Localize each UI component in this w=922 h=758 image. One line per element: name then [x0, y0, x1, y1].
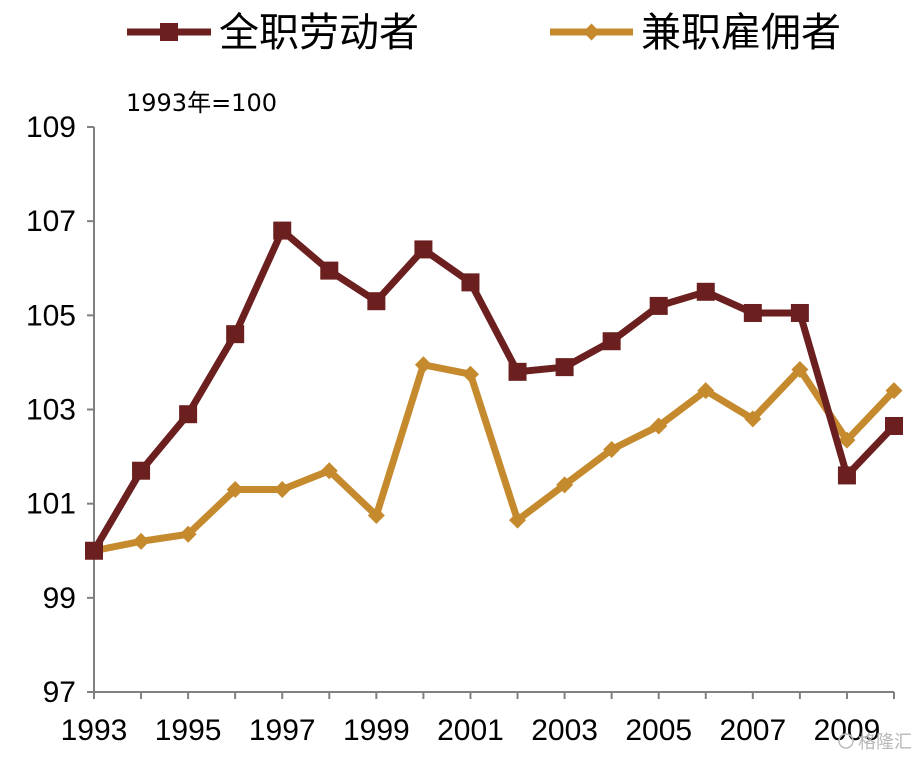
- data-point: [461, 365, 479, 383]
- data-point: [744, 410, 762, 428]
- data-point: [885, 416, 903, 435]
- data-point: [790, 303, 809, 322]
- data-point: [273, 221, 292, 240]
- x-tick-label: 1993: [61, 714, 128, 747]
- axes: 97 99 101 103 105 107 109 1993 1995 1997 1999 2001 2…: [26, 111, 895, 747]
- data-point: [696, 282, 715, 301]
- legend-swatch-marker: [583, 23, 600, 41]
- x-tick-label: 2005: [625, 714, 692, 747]
- data-point: [132, 532, 150, 550]
- data-point: [837, 466, 856, 485]
- series-line: [90, 224, 897, 553]
- data-point: [461, 273, 480, 292]
- y-tick-label: 97: [43, 676, 76, 709]
- data-point: [556, 476, 574, 494]
- legend-item: 兼职雇佣者: [550, 10, 841, 56]
- series-full-time: [85, 221, 903, 560]
- x-tick-label: 2009: [814, 714, 881, 747]
- x-tick-label: 1999: [343, 714, 410, 747]
- series-line: [93, 360, 897, 555]
- legend-swatch-marker: [160, 23, 178, 41]
- data-point: [226, 481, 244, 499]
- x-tick-label: 2001: [437, 714, 504, 747]
- legend: 全职劳动者 兼职雇佣者: [127, 10, 841, 56]
- legend-label: 兼职雇佣者: [641, 10, 841, 56]
- data-point: [132, 461, 151, 480]
- watermark-text: 格隆汇: [858, 732, 912, 753]
- series-part-time: [85, 356, 903, 560]
- data-point: [791, 360, 809, 378]
- data-point: [508, 362, 527, 381]
- data-point: [697, 382, 715, 400]
- data-point: [603, 441, 621, 459]
- index-base-note: 1993年=100: [126, 89, 277, 117]
- data-point: [602, 332, 621, 351]
- data-point: [273, 481, 291, 499]
- y-tick-label: 105: [26, 299, 76, 332]
- legend-label: 全职劳动者: [219, 10, 419, 56]
- data-point: [320, 462, 338, 480]
- legend-item: 全职劳动者: [127, 10, 419, 56]
- data-point: [838, 431, 856, 449]
- data-point: [555, 358, 574, 377]
- data-point: [743, 303, 762, 322]
- data-point: [320, 261, 339, 280]
- x-tick-label: 2003: [531, 714, 598, 747]
- y-tick-label: 109: [26, 111, 76, 144]
- x-tick-label: 1995: [155, 714, 222, 747]
- data-point: [649, 296, 668, 315]
- data-point: [367, 292, 386, 311]
- y-tick-label: 99: [43, 582, 76, 615]
- data-point: [226, 325, 245, 344]
- y-tick-label: 103: [26, 394, 76, 427]
- data-point: [367, 506, 385, 524]
- watermark: 格隆汇: [838, 732, 912, 753]
- y-tick-label: 101: [26, 488, 76, 521]
- data-point: [179, 405, 198, 424]
- data-point: [885, 382, 903, 400]
- data-point: [179, 525, 197, 543]
- watermark-logo-icon: [838, 733, 854, 749]
- y-tick-label: 107: [26, 205, 76, 238]
- data-point: [85, 541, 103, 560]
- x-tick-label: 1997: [249, 714, 316, 747]
- data-point: [509, 511, 527, 529]
- series-layer: [85, 221, 903, 560]
- data-point: [414, 240, 433, 259]
- x-tick-label: 2007: [719, 714, 786, 747]
- data-point: [650, 417, 668, 435]
- data-point: [414, 356, 432, 374]
